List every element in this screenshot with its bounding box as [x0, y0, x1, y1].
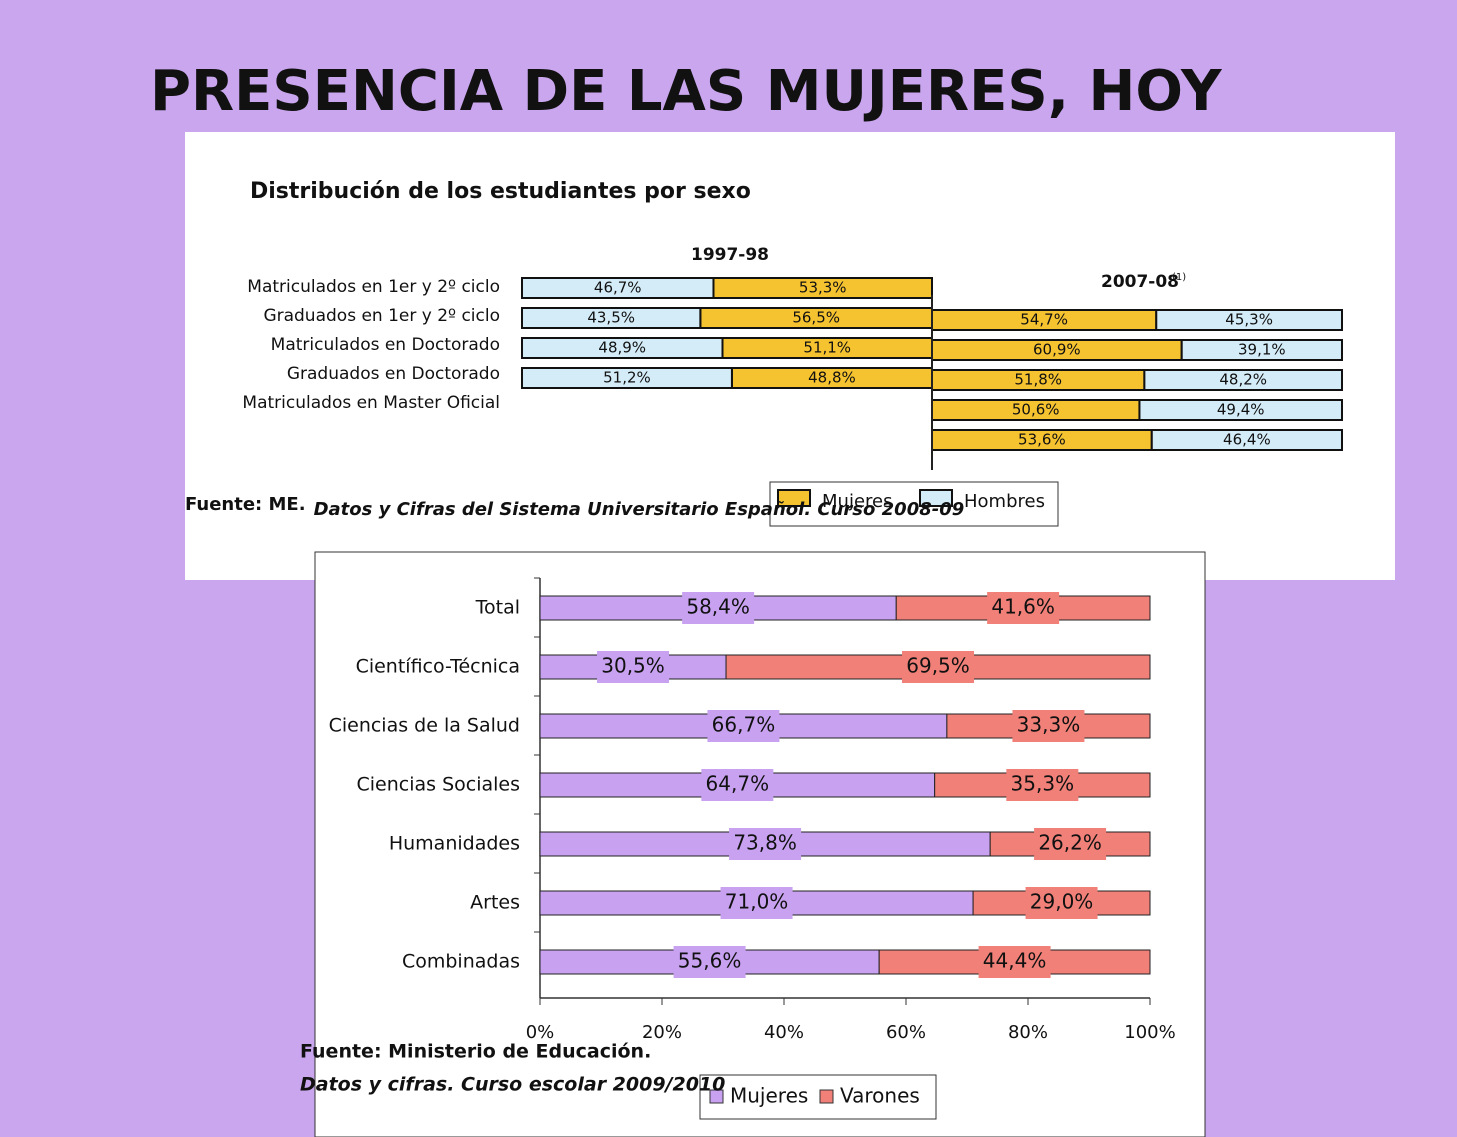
category-label: Artes	[470, 892, 520, 914]
value-label: 33,3%	[1017, 713, 1081, 737]
value-label: 48,8%	[808, 369, 856, 387]
value-label: 29,0%	[1030, 890, 1094, 914]
x-tick-label: 80%	[1008, 1022, 1048, 1043]
category-label: Ciencias Sociales	[356, 774, 520, 796]
category-label: Graduados en 1er y 2º ciclo	[263, 306, 500, 326]
category-label: Total	[475, 597, 520, 619]
category-label: Matriculados en 1er y 2º ciclo	[247, 277, 500, 297]
page: {"slide_title": "PRESENCIA DE LAS MUJERE…	[0, 0, 1457, 1137]
source-line: Fuente: Ministerio de Educación.	[300, 1041, 651, 1063]
value-label: 41,6%	[991, 595, 1055, 619]
value-label: 39,1%	[1238, 341, 1286, 359]
category-label: Humanidades	[389, 833, 520, 855]
category-label: Graduados en Doctorado	[287, 364, 500, 384]
value-label: 50,6%	[1012, 401, 1060, 419]
value-label: 30,5%	[601, 654, 665, 678]
value-label: 53,6%	[1018, 431, 1066, 449]
value-label: 51,1%	[803, 339, 851, 357]
value-label: 58,4%	[686, 595, 750, 619]
value-label: 56,5%	[792, 309, 840, 327]
category-label: Científico-Técnica	[356, 656, 520, 678]
value-label: 53,3%	[799, 279, 847, 297]
x-tick-label: 40%	[764, 1022, 804, 1043]
source-prefix: Fuente: ME.	[185, 494, 306, 515]
value-label: 51,2%	[603, 369, 651, 387]
x-tick-label: 100%	[1124, 1022, 1175, 1043]
category-label: Matriculados en Master Oficial	[242, 393, 500, 413]
period-label: 1997-98	[691, 245, 769, 265]
source-title: Datos y Cifras del Sistema Universitario…	[314, 499, 965, 520]
value-label: 48,2%	[1219, 371, 1267, 389]
source-line: Datos y cifras. Curso escolar 2009/2010	[300, 1074, 725, 1096]
category-label: Combinadas	[402, 951, 520, 973]
value-label: 45,3%	[1225, 311, 1273, 329]
legend-label: Mujeres	[730, 1084, 808, 1108]
value-label: 64,7%	[706, 772, 770, 796]
value-label: 46,4%	[1223, 431, 1271, 449]
value-label: 49,4%	[1217, 401, 1265, 419]
chart-title: Distribución de los estudiantes por sexo	[250, 179, 751, 204]
value-label: 48,9%	[598, 339, 646, 357]
value-label: 71,0%	[725, 890, 789, 914]
legend-label: Hombres	[964, 491, 1045, 512]
period-note: (1)	[1172, 272, 1186, 283]
x-tick-label: 60%	[886, 1022, 926, 1043]
category-label: Ciencias de la Salud	[329, 715, 520, 737]
slide: PRESENCIA DE LAS MUJERES, HOY Distribuci…	[0, 0, 1457, 1137]
slide-title: PRESENCIA DE LAS MUJERES, HOY	[150, 59, 1223, 124]
value-label: 54,7%	[1020, 311, 1068, 329]
value-label: 46,7%	[594, 279, 642, 297]
category-label: Matriculados en Doctorado	[271, 335, 500, 355]
value-label: 43,5%	[587, 309, 635, 327]
value-label: 44,4%	[983, 949, 1047, 973]
legend-label: Varones	[840, 1084, 920, 1108]
legend-swatch	[820, 1090, 833, 1103]
value-label: 60,9%	[1033, 341, 1081, 359]
value-label: 51,8%	[1014, 371, 1062, 389]
value-label: 69,5%	[906, 654, 970, 678]
value-label: 55,6%	[678, 949, 742, 973]
value-label: 66,7%	[712, 713, 776, 737]
value-label: 35,3%	[1011, 772, 1075, 796]
period-label: 2007-08	[1101, 272, 1179, 292]
value-label: 73,8%	[733, 831, 797, 855]
value-label: 26,2%	[1038, 831, 1102, 855]
